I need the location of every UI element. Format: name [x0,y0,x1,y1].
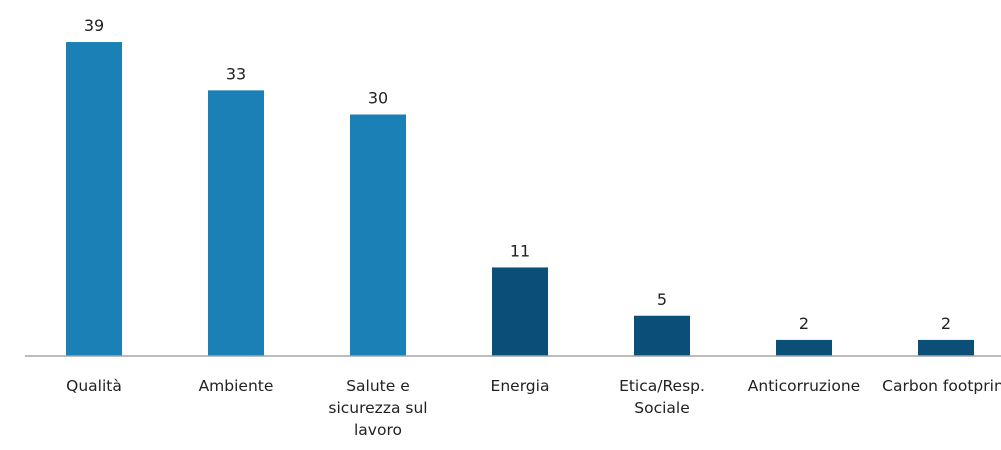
x-tick-label: Energia [490,377,550,395]
value-label: 33 [226,64,246,83]
bar [208,90,264,356]
bar [776,339,832,356]
value-label: 2 [941,314,951,333]
value-label: 5 [657,290,667,309]
x-tick-label: Carbon footprint [882,377,1001,395]
x-tick-label: Ambiente [198,377,274,395]
value-label: 30 [368,89,388,108]
bar [918,339,974,356]
value-label: 39 [84,16,104,35]
bar [350,114,406,356]
bar [492,267,548,356]
value-label: 2 [799,314,809,333]
x-tick-label: Salute e sicurezza sul lavoro [328,377,428,439]
x-tick-label: Anticorruzione [747,377,861,395]
x-tick-label: Qualità [66,377,122,395]
value-label: 11 [510,241,530,260]
bar [634,315,690,356]
bar [66,42,122,357]
x-tick-label: Etica/Resp. Sociale [619,377,705,417]
